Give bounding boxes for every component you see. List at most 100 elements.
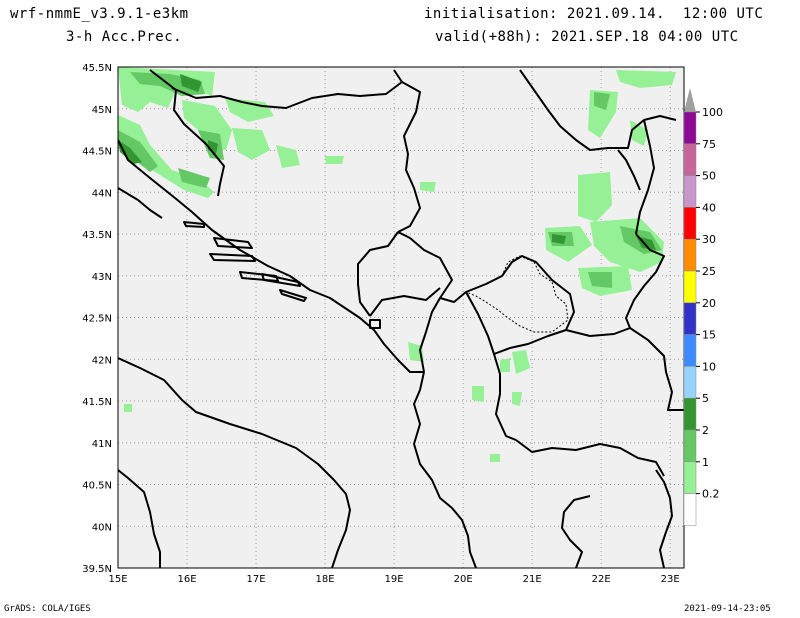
credit-text: GrADS: COLA/IGES bbox=[4, 604, 91, 614]
precip-max bbox=[118, 140, 142, 164]
kosovo-border bbox=[465, 255, 569, 333]
legend-label: 75 bbox=[702, 138, 716, 151]
legend-label: 100 bbox=[702, 106, 723, 119]
lon-tick-label: 22E bbox=[592, 574, 611, 585]
precip-area bbox=[225, 98, 274, 122]
latitude-labels: 45.5N 45N 44.5N 44N 43.5N 43N 42.5N 42N 41.5N 41N… bbox=[82, 63, 112, 575]
lat-tick-label: 41.5N bbox=[82, 397, 112, 408]
island bbox=[183, 221, 205, 228]
legend-swatch bbox=[683, 143, 697, 176]
legend-label: 50 bbox=[702, 170, 716, 183]
precip-area bbox=[616, 70, 676, 88]
border bbox=[118, 187, 163, 219]
legend-label: 1 bbox=[702, 456, 709, 469]
lat-tick-label: 41N bbox=[92, 439, 112, 450]
precip-area bbox=[512, 350, 530, 374]
precip-area bbox=[325, 156, 344, 164]
precip-max bbox=[552, 234, 566, 244]
lon-tick-label: 19E bbox=[385, 574, 404, 585]
legend-label: 25 bbox=[702, 265, 716, 278]
border bbox=[617, 149, 641, 191]
coastline bbox=[655, 469, 673, 568]
island bbox=[279, 289, 307, 302]
legend-label: 20 bbox=[702, 297, 716, 310]
lat-tick-label: 42N bbox=[92, 355, 112, 366]
coastline bbox=[118, 139, 424, 373]
lon-tick-label: 15E bbox=[108, 574, 127, 585]
border bbox=[397, 231, 453, 373]
precip-core bbox=[178, 168, 210, 188]
precip-field bbox=[118, 67, 676, 462]
lon-tick-label: 21E bbox=[523, 574, 542, 585]
lat-tick-label: 40N bbox=[92, 522, 112, 533]
longitude-labels: 15E 16E 17E 18E 19E 20E 21E 22E 23E bbox=[108, 574, 679, 585]
valid-time: valid(+88h): 2021.SEP.18 04:00 UTC bbox=[435, 29, 739, 45]
border bbox=[519, 69, 677, 151]
island bbox=[261, 273, 301, 287]
legend-swatch bbox=[683, 270, 697, 304]
border bbox=[149, 69, 225, 197]
lon-tick-label: 16E bbox=[178, 574, 197, 585]
precip-core bbox=[594, 92, 610, 110]
field-title: 3-h Acc.Prec. bbox=[66, 29, 183, 45]
precip-area bbox=[420, 182, 436, 192]
precip-core bbox=[118, 130, 158, 172]
lat-tick-label: 40.5N bbox=[82, 481, 112, 492]
legend-swatch bbox=[683, 429, 697, 463]
island bbox=[209, 253, 256, 262]
island bbox=[369, 319, 381, 329]
lat-tick-label: 43.5N bbox=[82, 230, 112, 241]
coastline bbox=[118, 357, 351, 568]
lon-tick-label: 17E bbox=[247, 574, 266, 585]
legend-label: 10 bbox=[702, 360, 716, 373]
border bbox=[171, 69, 403, 109]
border bbox=[397, 81, 421, 233]
legend-label: 40 bbox=[702, 201, 716, 214]
legend-swatch bbox=[683, 493, 697, 526]
precip-area bbox=[124, 404, 132, 412]
border bbox=[635, 119, 655, 235]
model-title: wrf-nmmE_v3.9.1-e3km bbox=[10, 6, 189, 22]
border bbox=[515, 439, 665, 477]
precip-area bbox=[472, 386, 484, 402]
legend-label: 5 bbox=[702, 392, 709, 405]
legend-label: 15 bbox=[702, 329, 716, 342]
legend-swatch bbox=[683, 397, 697, 431]
legend-swatch bbox=[683, 175, 697, 208]
precip-area bbox=[276, 145, 300, 168]
legend-label: 0.2 bbox=[702, 488, 720, 501]
timestamp-text: 2021-09-14-23:05 bbox=[684, 604, 771, 614]
island bbox=[213, 237, 253, 249]
lat-tick-label: 39.5N bbox=[82, 564, 112, 575]
border bbox=[493, 327, 684, 411]
border bbox=[357, 231, 399, 317]
legend-swatch bbox=[683, 302, 697, 335]
border bbox=[625, 233, 665, 329]
boundaries bbox=[118, 69, 684, 568]
legend-swatch bbox=[683, 366, 697, 399]
legend-label: 2 bbox=[702, 424, 709, 437]
legend-swatch bbox=[683, 238, 697, 272]
lat-tick-label: 43N bbox=[92, 272, 112, 283]
lat-tick-label: 44.5N bbox=[82, 147, 112, 158]
precip-area bbox=[500, 358, 510, 372]
border bbox=[561, 495, 591, 568]
precip-area bbox=[490, 454, 500, 462]
precip-area bbox=[630, 120, 648, 146]
border bbox=[439, 255, 575, 331]
lat-tick-label: 45N bbox=[92, 105, 112, 116]
color-legend: 100 75 50 40 30 25 20 15 10 5 2 1 0.2 bbox=[683, 88, 723, 526]
boundaries-thin bbox=[465, 255, 569, 333]
precip-core bbox=[588, 272, 612, 288]
legend-swatch bbox=[683, 461, 697, 494]
coastline bbox=[413, 371, 477, 568]
legend-label: 30 bbox=[702, 233, 716, 246]
legend-swatch bbox=[683, 207, 697, 240]
lon-tick-label: 23E bbox=[661, 574, 680, 585]
lat-tick-label: 44N bbox=[92, 188, 112, 199]
init-time: initialisation: 2021.09.14. 12:00 UTC bbox=[424, 6, 764, 22]
legend-swatch bbox=[683, 334, 697, 367]
legend-swatch bbox=[683, 111, 697, 145]
lon-tick-label: 18E bbox=[316, 574, 335, 585]
